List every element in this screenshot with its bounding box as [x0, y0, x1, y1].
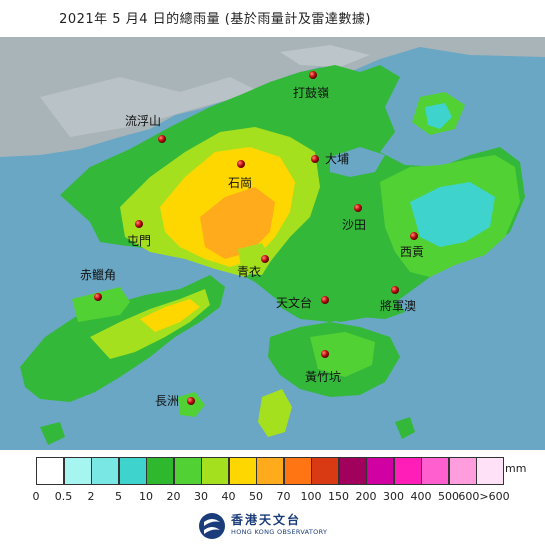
legend-tick-label: 400: [410, 490, 432, 503]
legend-tick-label: 100: [300, 490, 322, 503]
svg-text:流浮山: 流浮山: [125, 114, 161, 128]
svg-text:打鼓嶺: 打鼓嶺: [293, 86, 329, 100]
observatory-logo: 香港天文台 HONG KONG OBSERVATORY: [198, 509, 378, 543]
station-lau-fau-shan: 流浮山: [125, 114, 166, 143]
legend-swatch: [228, 457, 257, 485]
svg-text:天文台: 天文台: [276, 295, 312, 310]
station-ta-kwu-ling: 打鼓嶺: [293, 71, 329, 100]
legend-swatch: [283, 457, 312, 485]
station-tseung-kwan-o: 將軍澳: [380, 286, 416, 313]
station-sai-kung: 西貢: [400, 232, 424, 259]
station-observatory: 天文台: [276, 295, 329, 310]
legend-swatch: [338, 457, 367, 485]
kowloon-area: [270, 275, 405, 322]
legend-tick-label: 0.5: [54, 490, 73, 503]
legend-swatch: [256, 457, 284, 485]
svg-text:長洲: 長洲: [155, 394, 179, 408]
legend-swatch: [63, 457, 92, 485]
station-tai-po: 大埔: [311, 152, 349, 166]
legend-tick-label: 20: [166, 490, 181, 503]
legend-swatch: [173, 457, 202, 485]
legend-tick-label: 200: [355, 490, 377, 503]
legend-swatch: [421, 457, 449, 485]
legend-swatch: [311, 457, 339, 485]
station-wong-chuk-hang: 黃竹坑: [305, 350, 341, 384]
svg-text:屯門: 屯門: [127, 234, 151, 248]
legend-tick-label: 5: [115, 490, 122, 503]
observatory-emblem-icon: [199, 513, 225, 539]
station-chek-lap-kok: 赤鱲角: [80, 268, 116, 301]
svg-text:西貢: 西貢: [400, 245, 424, 259]
legend-unit: mm: [505, 462, 527, 475]
svg-text:將軍澳: 將軍澳: [380, 298, 416, 313]
legend-tick-label: 500: [438, 490, 459, 503]
station-cheung-chau: 長洲: [155, 394, 195, 408]
legend-tick-label: 40: [221, 490, 236, 503]
legend-swatch: [201, 457, 229, 485]
legend-swatch: [146, 457, 174, 485]
station-sha-tin: 沙田: [342, 204, 366, 232]
legend-swatch: [393, 457, 422, 485]
legend-swatch: [36, 457, 64, 485]
svg-text:石崗: 石崗: [228, 176, 252, 190]
legend-tick-label: 30: [194, 490, 208, 503]
legend-swatch: [476, 457, 504, 485]
org-name-en: HONG KONG OBSERVATORY: [231, 528, 328, 536]
legend-tick-label: 2: [87, 490, 95, 503]
rainfall-legend: [36, 457, 504, 487]
page-title: 2021年 5 月4 日的總雨量 (基於雨量計及雷達數據): [59, 12, 371, 27]
legend-tick-label: 300: [383, 490, 404, 503]
mainland-area: [0, 37, 545, 157]
station-tuen-mun: 屯門: [127, 220, 151, 248]
legend-swatch: [366, 457, 394, 485]
legend-tick-label: 600>600: [458, 490, 510, 503]
legend-tick-label: 50: [249, 490, 263, 503]
legend-tick-label: 150: [328, 490, 349, 503]
legend-tick-label: 10: [139, 490, 153, 503]
legend-swatch: [91, 457, 119, 485]
legend-tick-label: 0: [32, 490, 40, 503]
svg-text:沙田: 沙田: [342, 218, 366, 232]
svg-text:青衣: 青衣: [237, 264, 261, 279]
legend-swatch: [448, 457, 477, 485]
rainfall-map: 打鼓嶺 流浮山 石崗 大埔 屯門 沙田 西貢 赤鱲角: [0, 37, 545, 450]
svg-text:大埔: 大埔: [325, 152, 349, 166]
station-tsing-yi: 青衣: [237, 255, 269, 279]
airport-island: [72, 287, 130, 322]
org-name-zh: 香港天文台: [231, 513, 302, 527]
legend-tick-label: 70: [276, 490, 291, 503]
station-shek-kong: 石崗: [228, 160, 252, 190]
svg-text:赤鱲角: 赤鱲角: [80, 268, 116, 282]
legend-swatch: [118, 457, 147, 485]
svg-text:黃竹坑: 黃竹坑: [305, 369, 341, 384]
